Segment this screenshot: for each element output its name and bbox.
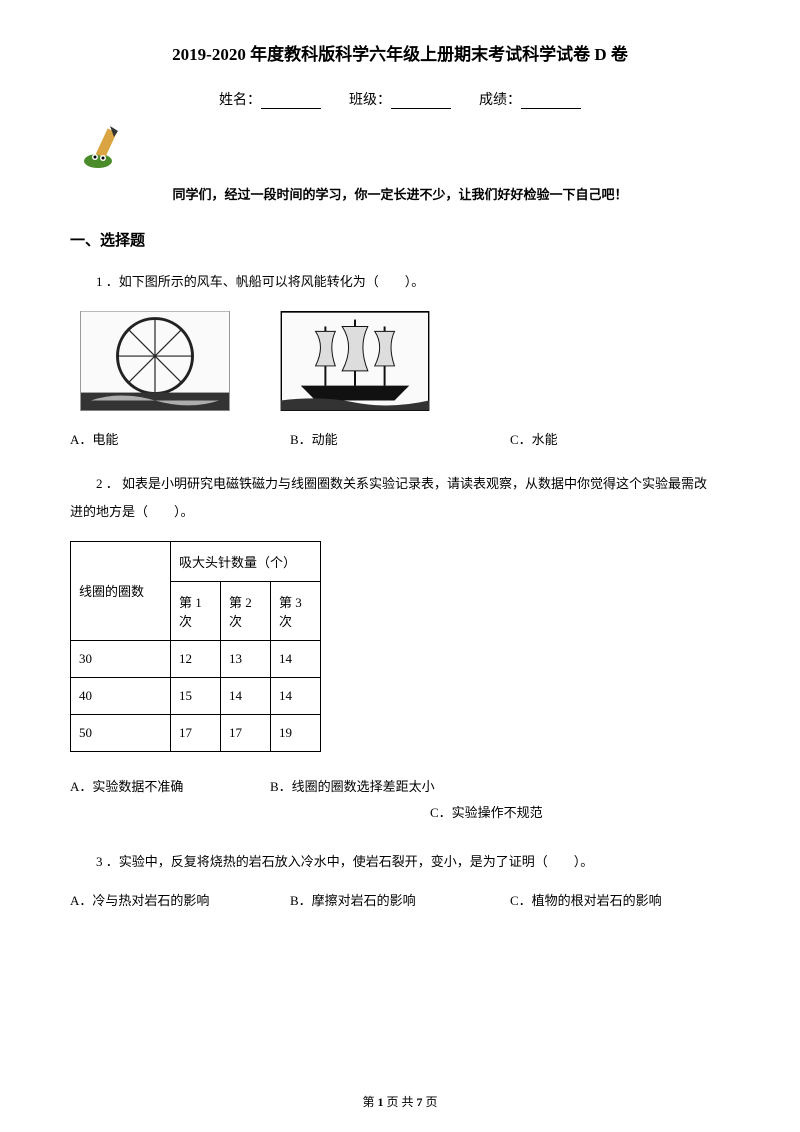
windmill-image <box>80 311 230 411</box>
cell: 15 <box>171 677 221 714</box>
cell: 40 <box>71 677 171 714</box>
name-label: 姓名： <box>219 93 261 108</box>
q3-option-b: B．摩擦对岩石的影响 <box>290 890 510 909</box>
question-1-images <box>80 311 730 411</box>
q1-option-a: A．电能 <box>70 429 290 448</box>
question-1-options: A．电能 B．动能 C．水能 <box>70 429 730 448</box>
question-2-text-a: 2 ． 如表是小明研究电磁铁磁力与线圈圈数关系实验记录表，请读表观察，从数据中你… <box>70 470 730 499</box>
question-3-text: 3 ．实验中，反复将烧热的岩石放入冷水中，使岩石裂开，变小，是为了证明（ ）。 <box>70 848 730 877</box>
name-blank[interactable] <box>261 93 321 109</box>
section-1-header: 一、选择题 <box>70 229 730 250</box>
table-col-group: 吸大头针数量（个） <box>171 541 321 581</box>
cell: 12 <box>171 640 221 677</box>
q2-option-b: B．线圈的圈数选择差距太小 <box>270 774 470 800</box>
footer-mid: 页 共 <box>383 1095 416 1109</box>
question-1-text: 1 ．如下图所示的风车、帆船可以将风能转化为（ ）。 <box>70 268 730 297</box>
cell: 30 <box>71 640 171 677</box>
q2-option-c: C．实验操作不规范 <box>430 800 730 826</box>
class-label: 班级： <box>349 93 391 108</box>
score-blank[interactable] <box>521 93 581 109</box>
score-label: 成绩： <box>479 93 521 108</box>
table-col-1: 第 1 次 <box>171 581 221 640</box>
page-footer: 第 1 页 共 7 页 <box>0 1093 800 1110</box>
table-row: 40 15 14 14 <box>71 677 321 714</box>
question-3-options: A．冷与热对岩石的影响 B．摩擦对岩石的影响 C．植物的根对岩石的影响 <box>70 890 730 909</box>
class-blank[interactable] <box>391 93 451 109</box>
question-2-table: 线圈的圈数 吸大头针数量（个） 第 1 次 第 2 次 第 3 次 30 12 … <box>70 541 321 752</box>
footer-suffix: 页 <box>423 1095 438 1109</box>
student-info-line: 姓名： 班级： 成绩： <box>70 89 730 109</box>
sailboat-image <box>280 311 430 411</box>
cell: 14 <box>271 677 321 714</box>
footer-prefix: 第 <box>362 1095 377 1109</box>
cell: 13 <box>221 640 271 677</box>
question-2-options: A．实验数据不准确 B．线圈的圈数选择差距太小 C．实验操作不规范 <box>70 774 730 826</box>
cell: 17 <box>221 714 271 751</box>
cell: 17 <box>171 714 221 751</box>
encourage-text: 同学们，经过一段时间的学习，你一定长进不少，让我们好好检验一下自己吧！ <box>70 184 730 203</box>
q2-option-a: A．实验数据不准确 <box>70 774 270 800</box>
cell: 14 <box>221 677 271 714</box>
table-col-2: 第 2 次 <box>221 581 271 640</box>
q3-option-c: C．植物的根对岩石的影响 <box>510 890 730 909</box>
cell: 19 <box>271 714 321 751</box>
pencil-icon <box>80 121 130 171</box>
table-row: 30 12 13 14 <box>71 640 321 677</box>
table-col-3: 第 3 次 <box>271 581 321 640</box>
table-row-header: 线圈的圈数 <box>71 541 171 640</box>
table-row: 50 17 17 19 <box>71 714 321 751</box>
q1-option-c: C．水能 <box>510 429 730 448</box>
cell: 14 <box>271 640 321 677</box>
question-2-text-b: 进的地方是（ ）。 <box>70 498 730 527</box>
cell: 50 <box>71 714 171 751</box>
q3-option-a: A．冷与热对岩石的影响 <box>70 890 290 909</box>
q1-option-b: B．动能 <box>290 429 510 448</box>
document-title: 2019-2020 年度教科版科学六年级上册期末考试科学试卷 D 卷 <box>70 40 730 65</box>
